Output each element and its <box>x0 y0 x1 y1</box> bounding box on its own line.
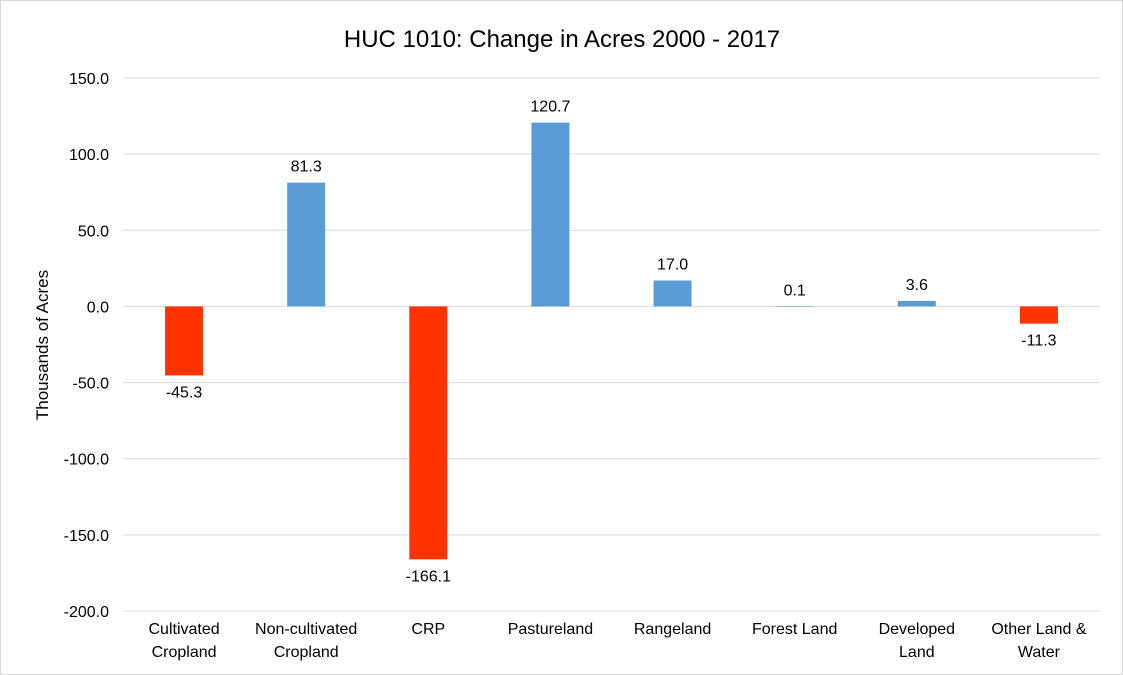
chart-title: HUC 1010: Change in Acres 2000 - 2017 <box>344 26 780 53</box>
gridlines <box>123 77 1100 612</box>
data-label: -11.3 <box>1021 333 1056 350</box>
data-label: 120.7 <box>530 99 570 116</box>
y-axis-ticks: 150.0 100.0 50.0 0.0 -50.0 -100.0 -150.0 -200.0 <box>64 71 109 621</box>
y-tick-label: 50.0 <box>78 223 109 240</box>
data-label: 3.6 <box>906 277 928 294</box>
x-category-label: Cropland <box>152 644 217 661</box>
data-label: -45.3 <box>166 384 203 401</box>
bar <box>775 306 814 307</box>
y-tick-label: -150.0 <box>64 528 109 545</box>
data-label: 81.3 <box>291 159 322 176</box>
x-category-label: Rangeland <box>634 621 711 638</box>
bar <box>165 306 204 376</box>
x-category-label: Land <box>899 644 935 661</box>
bar <box>409 306 448 560</box>
y-tick-label: 0.0 <box>87 299 109 316</box>
bar <box>531 122 570 307</box>
data-labels: -45.3 81.3 -166.1 120.7 17.0 0.1 3.6 -11.3 <box>166 99 1057 586</box>
bar <box>287 182 326 307</box>
bars <box>165 122 1058 560</box>
bar <box>897 300 936 307</box>
x-category-label: CRP <box>411 621 445 638</box>
bar <box>653 280 692 307</box>
x-category-label: Developed <box>879 621 956 638</box>
data-label: 0.1 <box>784 282 806 299</box>
x-category-label: Non-cultivated <box>255 621 357 638</box>
x-category-label: Forest Land <box>752 621 837 638</box>
x-category-label: Cropland <box>274 644 339 661</box>
y-tick-label: 150.0 <box>69 71 109 88</box>
y-axis-title: Thousands of Acres <box>33 270 52 420</box>
y-tick-label: 100.0 <box>69 147 109 164</box>
data-label: -166.1 <box>406 568 451 585</box>
y-tick-label: -100.0 <box>64 452 109 469</box>
y-tick-label: -200.0 <box>64 604 109 621</box>
y-tick-label: -50.0 <box>73 376 110 393</box>
x-category-label: Other Land & <box>991 621 1087 638</box>
data-label: 17.0 <box>657 257 688 274</box>
x-axis-categories: Cultivated Cropland Non-cultivated Cropland… <box>148 621 1086 661</box>
x-category-label: Water <box>1018 644 1061 661</box>
bar <box>1019 306 1058 324</box>
x-category-label: Cultivated <box>148 621 219 638</box>
x-category-label: Pastureland <box>508 621 593 638</box>
